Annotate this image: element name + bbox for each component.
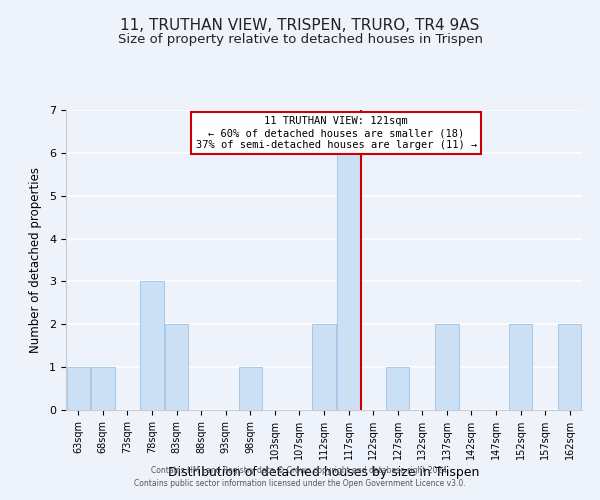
Y-axis label: Number of detached properties: Number of detached properties (29, 167, 42, 353)
Text: Size of property relative to detached houses in Trispen: Size of property relative to detached ho… (118, 32, 482, 46)
Text: Contains HM Land Registry data © Crown copyright and database right 2024.
Contai: Contains HM Land Registry data © Crown c… (134, 466, 466, 487)
Bar (558, 324, 581, 410)
Bar (337, 153, 360, 410)
Bar (140, 282, 164, 410)
Bar (165, 324, 188, 410)
Bar (239, 367, 262, 410)
Bar (435, 324, 458, 410)
Bar (386, 367, 409, 410)
Bar (91, 367, 115, 410)
Bar (313, 324, 335, 410)
Bar (509, 324, 532, 410)
Bar (67, 367, 90, 410)
X-axis label: Distribution of detached houses by size in Trispen: Distribution of detached houses by size … (169, 466, 479, 479)
Text: 11 TRUTHAN VIEW: 121sqm
← 60% of detached houses are smaller (18)
37% of semi-de: 11 TRUTHAN VIEW: 121sqm ← 60% of detache… (196, 116, 477, 150)
Text: 11, TRUTHAN VIEW, TRISPEN, TRURO, TR4 9AS: 11, TRUTHAN VIEW, TRISPEN, TRURO, TR4 9A… (121, 18, 479, 32)
